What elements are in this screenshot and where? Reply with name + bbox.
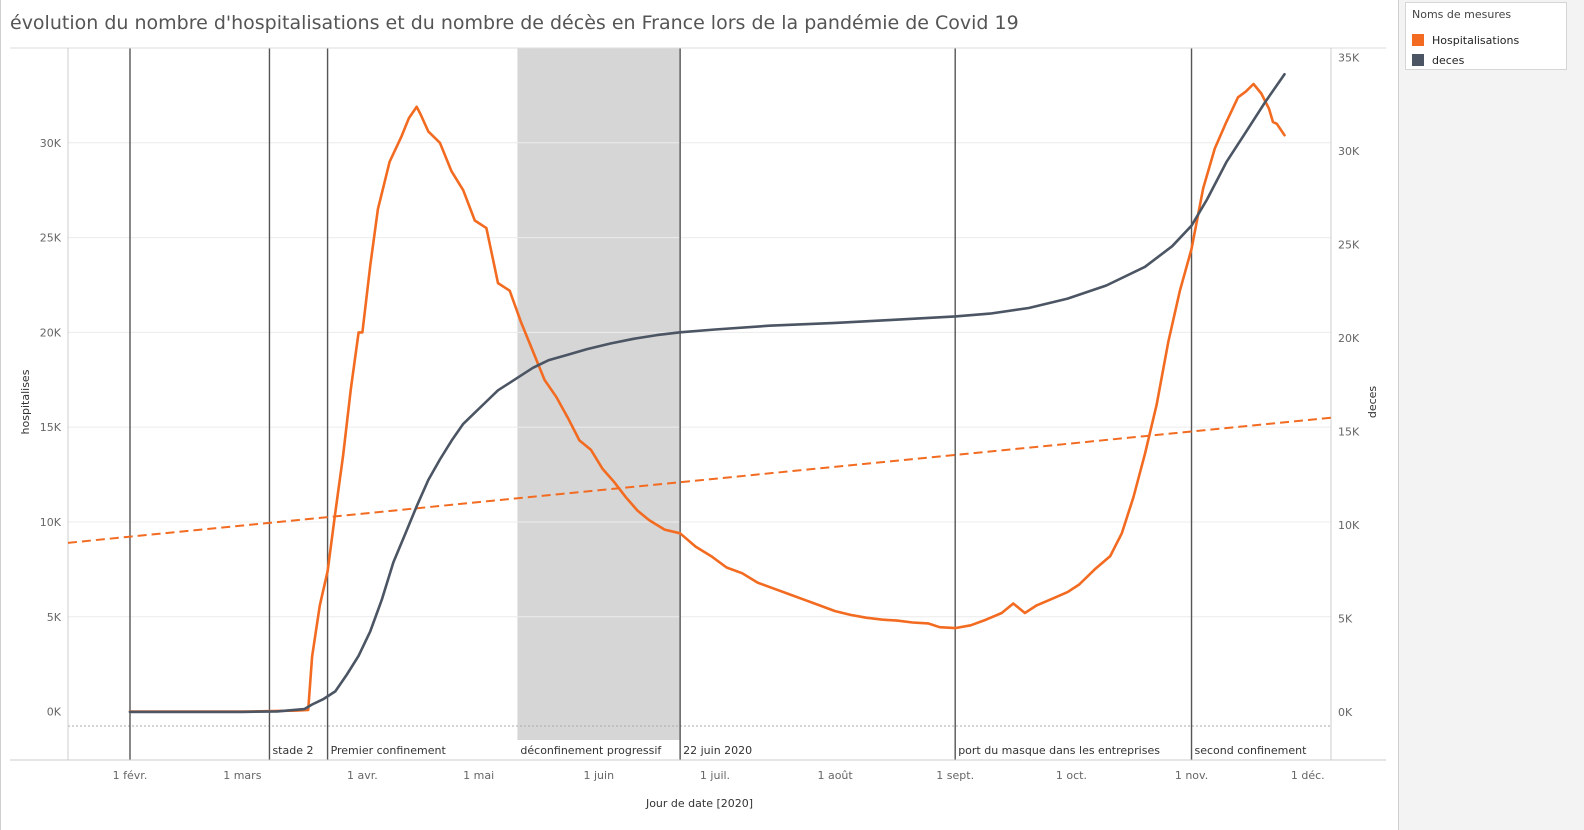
series-line-hospitalisations bbox=[128, 82, 1286, 713]
x-tick-label: 1 déc. bbox=[1291, 769, 1325, 782]
x-tick-label: 1 avr. bbox=[347, 769, 378, 782]
reference-lines: stade 2 Premier confinement 22 juin 2020 po… bbox=[129, 48, 1308, 760]
reference-label: stade 2 bbox=[272, 744, 313, 757]
y-tick-right: 0K bbox=[1338, 706, 1353, 719]
x-tick-label: 1 juin bbox=[583, 769, 614, 782]
x-tick-label: 1 août bbox=[817, 769, 853, 782]
chart-area: stade 2 Premier confinement 22 juin 2020 po… bbox=[10, 47, 1386, 810]
y-axis-title-right: deces bbox=[1366, 386, 1379, 419]
band-label: déconfinement progressif bbox=[520, 744, 662, 757]
gridlines bbox=[68, 142, 1331, 727]
y-tick-left: 25K bbox=[40, 232, 62, 245]
side-panel bbox=[1398, 0, 1584, 830]
x-tick-label: 1 mai bbox=[463, 769, 494, 782]
reference-label: Premier confinement bbox=[331, 744, 447, 757]
y-tick-right: 15K bbox=[1338, 425, 1360, 438]
y-axis-title-left: hospitalises bbox=[19, 369, 32, 434]
axes bbox=[10, 47, 1386, 761]
y-tick-right: 10K bbox=[1338, 519, 1360, 532]
y-tick-right: 5K bbox=[1338, 612, 1353, 625]
band-deconfinement bbox=[517, 48, 681, 740]
x-tick-label: 1 févr. bbox=[113, 769, 148, 782]
reference-label: 22 juin 2020 bbox=[683, 744, 752, 757]
y-tick-right: 20K bbox=[1338, 332, 1360, 345]
x-tick-label: 1 sept. bbox=[936, 769, 974, 782]
legend-item-hospitalisations[interactable]: Hospitalisations bbox=[1412, 33, 1519, 47]
y-tick-left: 10K bbox=[40, 516, 62, 529]
axis-labels: 0K 5K 10K 15K 20K 25K 30K 0K 5K 10K 15K 20K 25K 30K 35… bbox=[19, 51, 1379, 810]
left-border bbox=[0, 0, 1, 830]
series-lines bbox=[67, 72, 1332, 714]
x-axis-title: Jour de date [2020] bbox=[645, 797, 753, 810]
y-tick-right: 25K bbox=[1338, 238, 1360, 251]
legend-swatch-deces bbox=[1412, 54, 1424, 66]
x-tick-label: 1 oct. bbox=[1056, 769, 1087, 782]
chart-title: évolution du nombre d'hospitalisations e… bbox=[10, 12, 1019, 34]
x-tick-label: 1 nov. bbox=[1175, 769, 1208, 782]
y-tick-left: 0K bbox=[47, 706, 62, 719]
y-tick-left: 30K bbox=[40, 137, 62, 150]
legend-label-hospitalisations: Hospitalisations bbox=[1432, 33, 1520, 47]
x-tick-label: 1 mars bbox=[223, 769, 261, 782]
legend-label-deces: deces bbox=[1432, 53, 1465, 67]
legend-swatch-hospitalisations bbox=[1412, 34, 1424, 46]
y-tick-left: 20K bbox=[40, 326, 62, 339]
x-tick-label: 1 juil. bbox=[700, 769, 730, 782]
series-line-deces bbox=[128, 72, 1286, 714]
reference-label: second confinement bbox=[1195, 744, 1308, 757]
y-tick-right: 30K bbox=[1338, 145, 1360, 158]
legend-item-deces[interactable]: deces bbox=[1412, 53, 1464, 67]
trend-line-hospitalisations bbox=[67, 416, 1332, 544]
y-tick-left: 15K bbox=[40, 421, 62, 434]
legend[interactable]: Noms de mesures Hospitalisations deces bbox=[1405, 2, 1567, 70]
y-tick-right: 35K bbox=[1338, 51, 1360, 64]
legend-title: Noms de mesures bbox=[1412, 8, 1512, 21]
y-tick-left: 5K bbox=[47, 611, 62, 624]
reference-label: port du masque dans les entreprises bbox=[958, 744, 1160, 757]
